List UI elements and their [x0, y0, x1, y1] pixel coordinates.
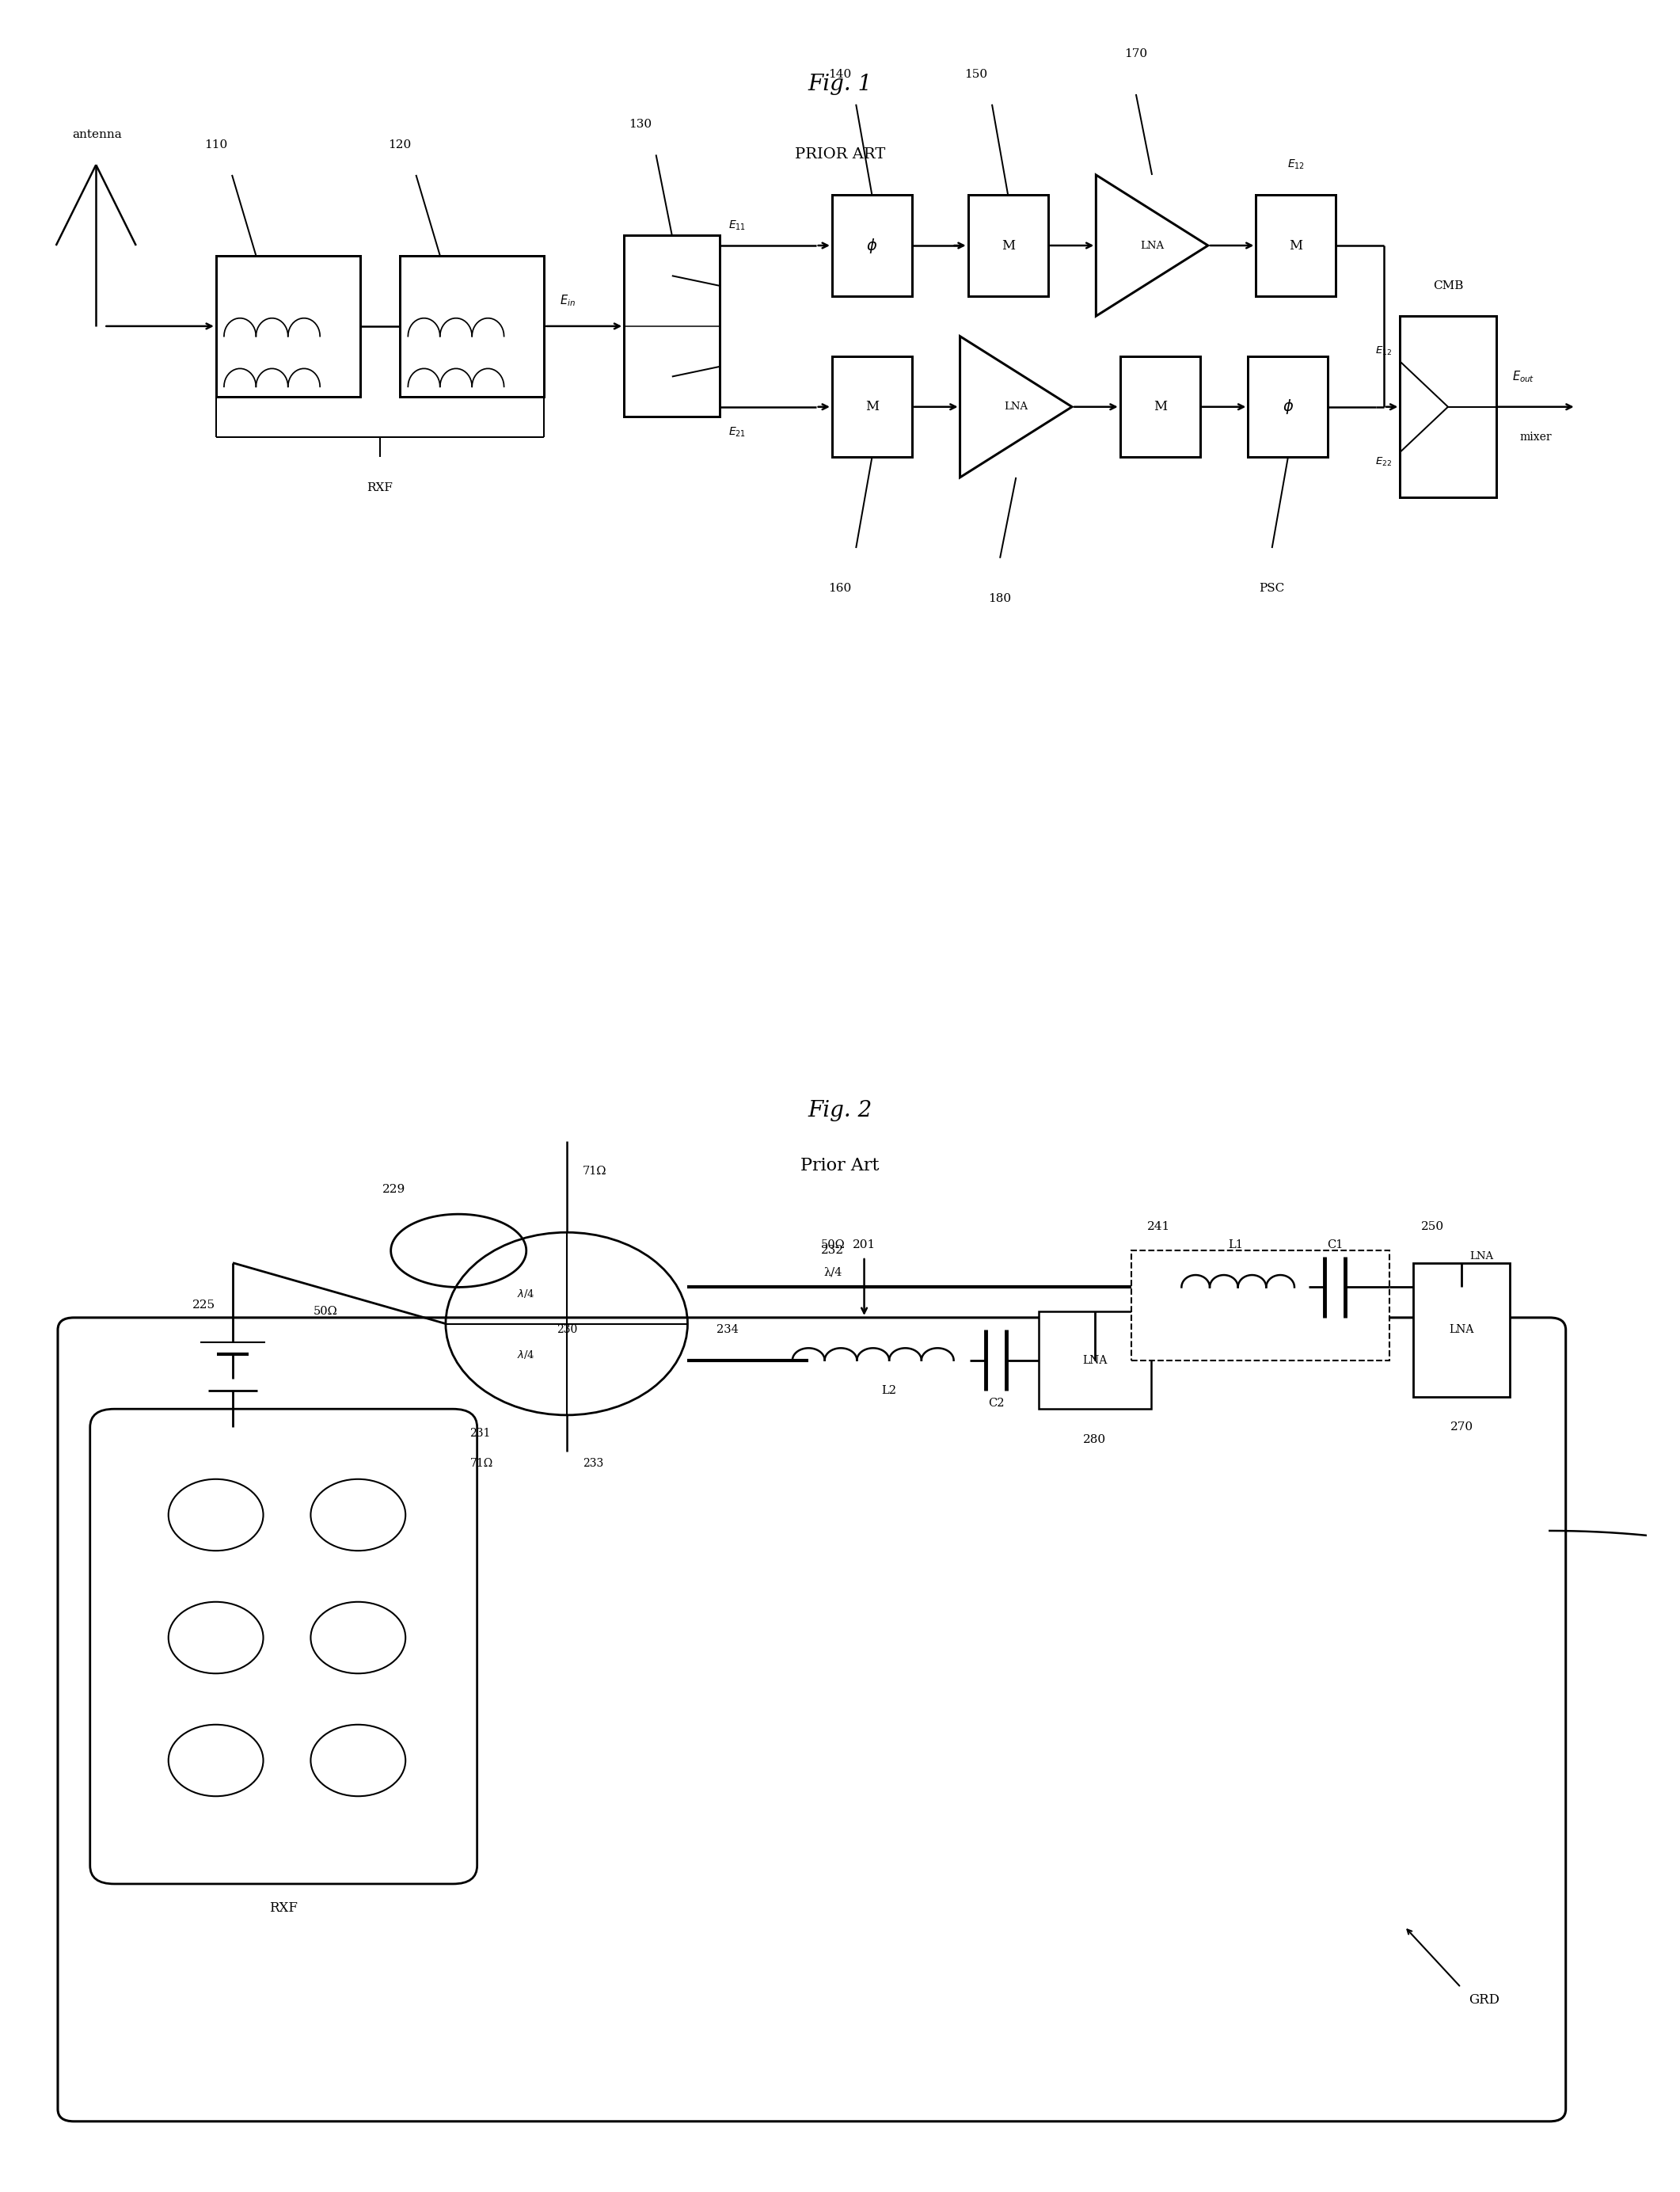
Bar	[968, 195, 1048, 296]
Text: L2: L2	[882, 1385, 897, 1396]
Text: $E_{21}$: $E_{21}$	[727, 425, 746, 438]
Text: $\lambda$/4: $\lambda$/4	[517, 1287, 536, 1300]
Bar	[623, 235, 721, 416]
Bar	[1248, 357, 1327, 458]
Text: 170: 170	[1124, 48, 1147, 59]
Text: 50Ω: 50Ω	[314, 1306, 338, 1317]
Polygon shape	[1095, 175, 1208, 316]
Text: $\lambda$/4: $\lambda$/4	[517, 1348, 536, 1359]
Bar	[1413, 1263, 1510, 1396]
Bar	[832, 357, 912, 458]
Text: 140: 140	[828, 68, 852, 79]
Text: 230: 230	[556, 1324, 576, 1335]
Text: mixer: mixer	[1520, 432, 1552, 443]
Text: $E_{out}$: $E_{out}$	[1512, 368, 1534, 384]
Text: CMB: CMB	[1433, 281, 1463, 292]
Text: 231: 231	[470, 1427, 491, 1438]
Text: $E_{in}$: $E_{in}$	[559, 294, 576, 309]
Text: 232: 232	[822, 1245, 845, 1256]
Text: M: M	[1289, 239, 1302, 252]
Text: $\phi$: $\phi$	[867, 237, 877, 254]
Bar	[832, 195, 912, 296]
Bar	[1399, 316, 1495, 498]
Bar	[1257, 195, 1336, 296]
Text: LNA: LNA	[1450, 1324, 1473, 1335]
Text: 110: 110	[205, 138, 227, 151]
Text: RXF: RXF	[366, 482, 393, 493]
Text: Prior Art: Prior Art	[801, 1157, 879, 1175]
Text: M: M	[865, 401, 879, 414]
Bar	[1038, 1311, 1151, 1409]
Text: 71Ω: 71Ω	[470, 1458, 492, 1469]
Text: LNA: LNA	[1470, 1252, 1494, 1263]
Bar	[217, 256, 360, 397]
Text: LNA: LNA	[1141, 241, 1164, 250]
Text: 250: 250	[1421, 1221, 1445, 1232]
Text: $E_{12}$: $E_{12}$	[1376, 346, 1393, 357]
Polygon shape	[959, 335, 1072, 478]
Text: 201: 201	[853, 1238, 875, 1249]
Text: Fig. 1: Fig. 1	[808, 75, 872, 94]
Text: 280: 280	[1084, 1434, 1107, 1445]
Bar	[1131, 1252, 1389, 1361]
Text: 229: 229	[383, 1184, 405, 1195]
Text: RXF: RXF	[269, 1900, 297, 1916]
Text: $E_{12}$: $E_{12}$	[1287, 158, 1305, 171]
Text: LNA: LNA	[1082, 1355, 1107, 1366]
Text: C2: C2	[988, 1396, 1005, 1409]
Text: 120: 120	[388, 138, 412, 151]
Text: PSC: PSC	[1260, 583, 1285, 594]
Text: $\phi$: $\phi$	[1282, 397, 1294, 416]
Bar	[1121, 357, 1200, 458]
Text: C1: C1	[1327, 1238, 1342, 1249]
Bar	[400, 256, 544, 397]
Text: M: M	[1001, 239, 1015, 252]
FancyBboxPatch shape	[57, 1317, 1566, 2122]
Text: λ/4: λ/4	[823, 1267, 842, 1278]
Text: GRD: GRD	[1468, 1993, 1500, 2006]
Text: M: M	[1152, 401, 1168, 414]
Text: 234: 234	[717, 1324, 739, 1335]
FancyBboxPatch shape	[91, 1409, 477, 1883]
Text: 241: 241	[1147, 1221, 1171, 1232]
Text: PRIOR ART: PRIOR ART	[795, 147, 885, 162]
Text: $E_{22}$: $E_{22}$	[1376, 456, 1393, 469]
Text: 270: 270	[1450, 1423, 1473, 1434]
Text: Fig. 2: Fig. 2	[808, 1100, 872, 1122]
Text: 130: 130	[628, 118, 652, 129]
Text: 160: 160	[828, 583, 852, 594]
Text: antenna: antenna	[72, 129, 121, 140]
Text: L1: L1	[1228, 1238, 1243, 1249]
Text: 150: 150	[964, 68, 988, 79]
Text: $E_{11}$: $E_{11}$	[727, 219, 746, 232]
Text: 233: 233	[583, 1458, 603, 1469]
Text: 180: 180	[988, 592, 1011, 605]
Text: 50Ω: 50Ω	[820, 1238, 845, 1249]
Text: 71Ω: 71Ω	[583, 1166, 606, 1177]
Text: LNA: LNA	[1005, 401, 1028, 412]
Text: 225: 225	[193, 1300, 215, 1311]
